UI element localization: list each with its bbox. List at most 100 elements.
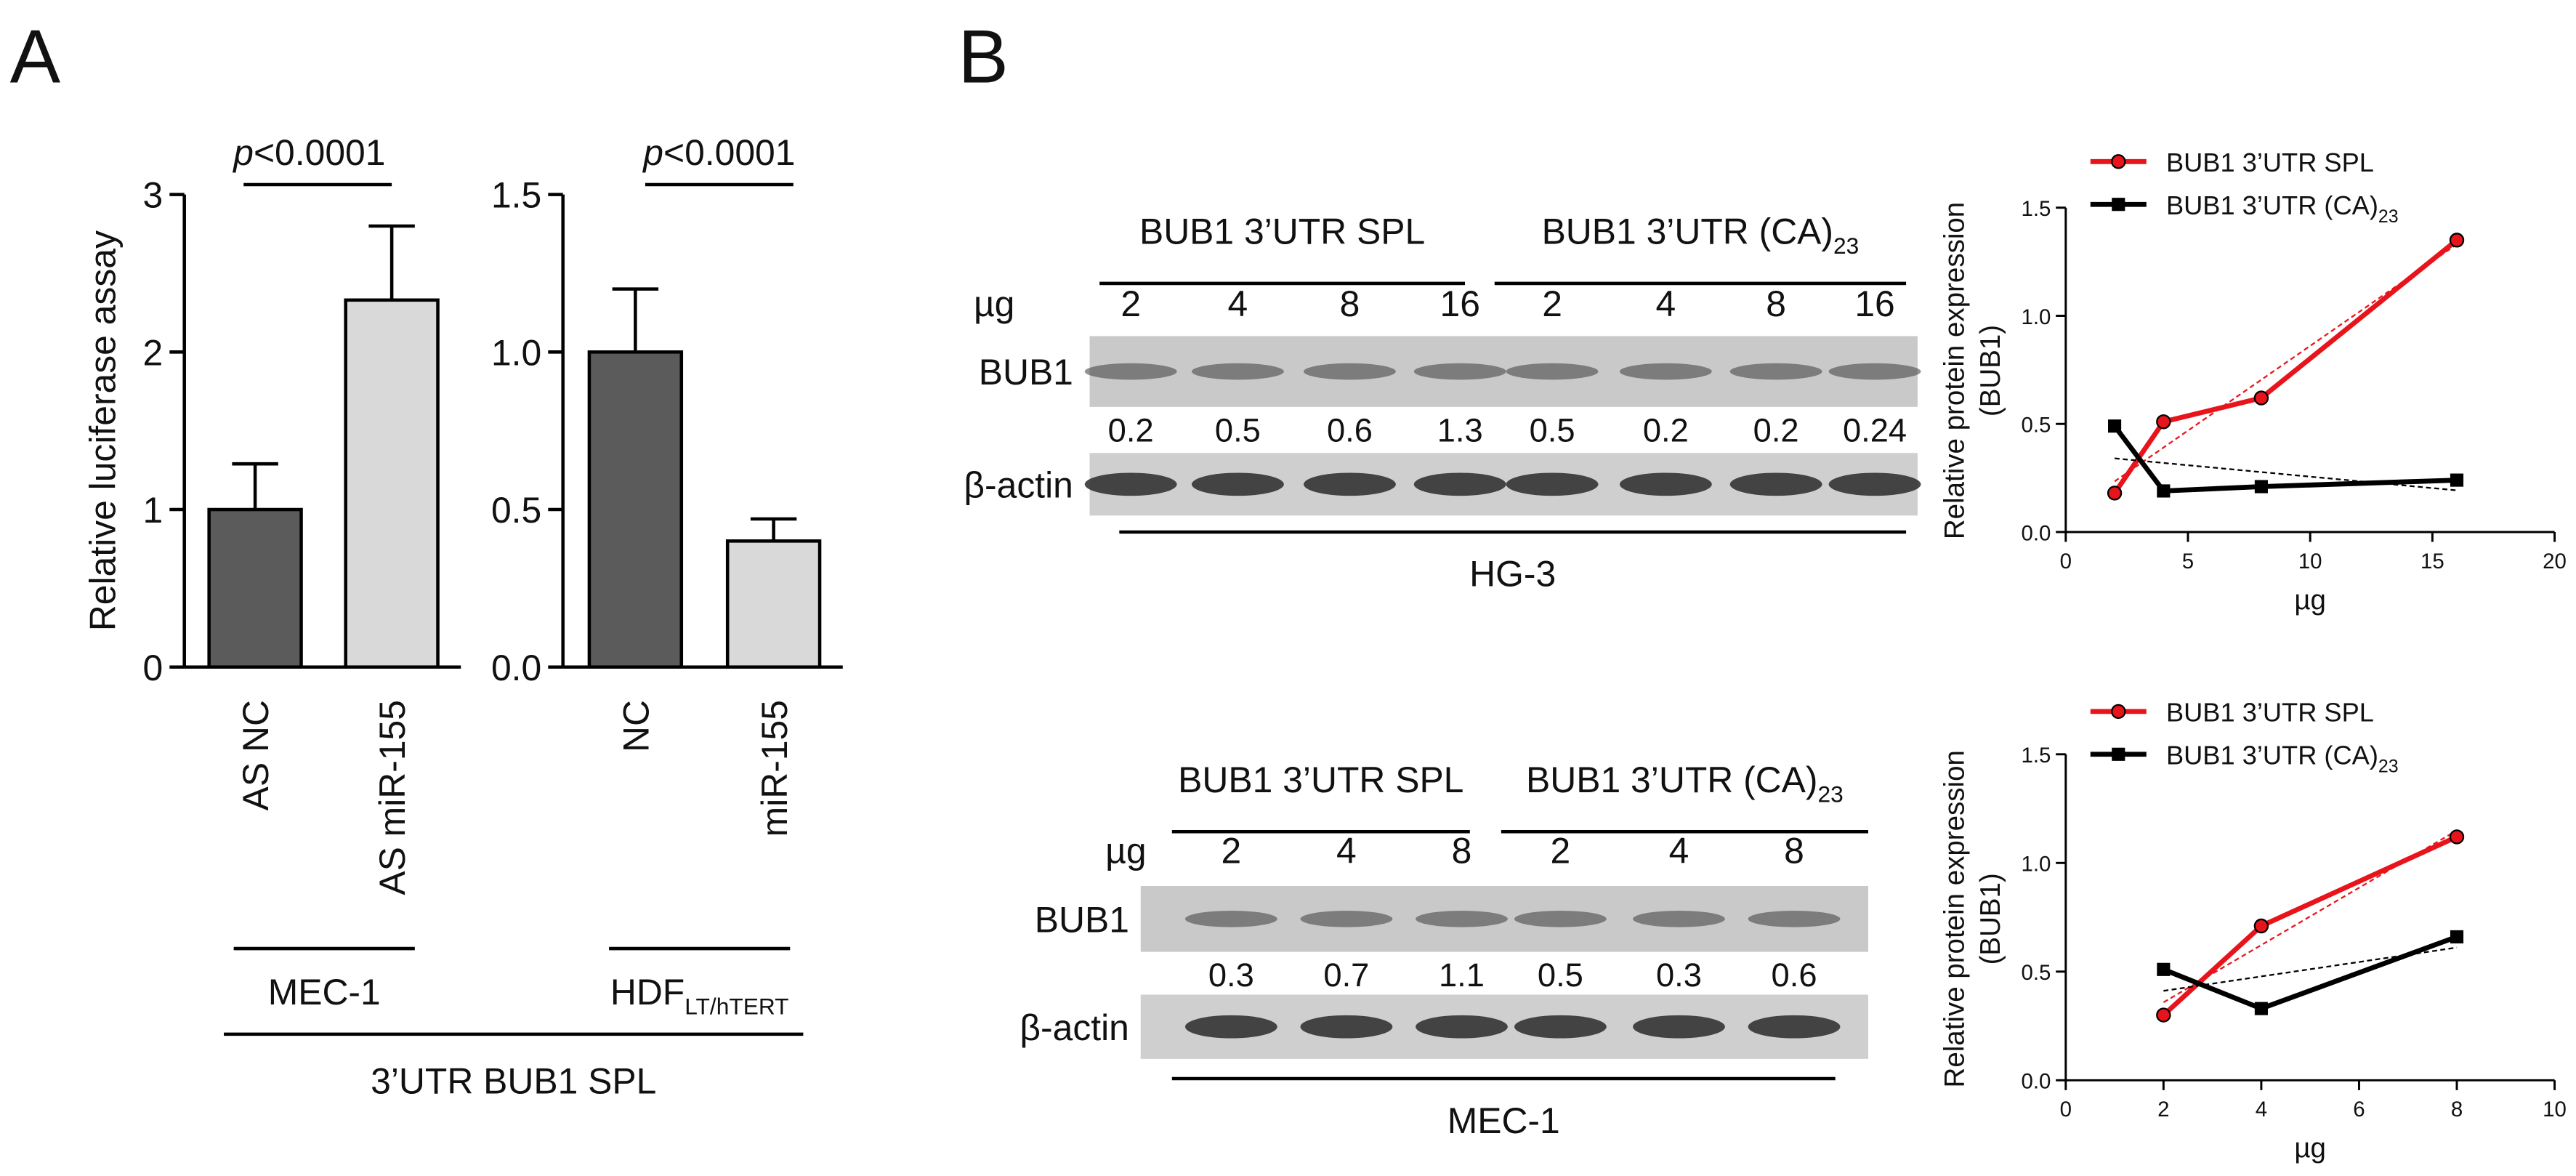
y-tick-label: 0.5 bbox=[2021, 414, 2051, 438]
bar bbox=[725, 539, 822, 669]
row-label: β-actin bbox=[1020, 1007, 1129, 1048]
x-tick-label: 6 bbox=[2353, 1098, 2365, 1121]
y-tick-label: 0.0 bbox=[2021, 521, 2051, 545]
y-tick-label: 2 bbox=[143, 332, 163, 373]
dose-label: 16 bbox=[1440, 283, 1479, 324]
band bbox=[1413, 363, 1506, 380]
band bbox=[1729, 363, 1822, 380]
cell-line-label: MEC-1 bbox=[1448, 1100, 1560, 1141]
quantification: 0.2 bbox=[1108, 411, 1154, 448]
p-symbol: p bbox=[642, 132, 663, 173]
footer-label: 3’UTR BUB1 SPL bbox=[371, 1060, 656, 1101]
quantification: 0.6 bbox=[1772, 956, 1817, 994]
band bbox=[1416, 910, 1508, 927]
band bbox=[1084, 363, 1177, 380]
marker bbox=[2449, 233, 2465, 248]
group-label: MEC-1 bbox=[268, 972, 381, 1012]
row-label: BUB1 bbox=[979, 352, 1073, 392]
group-label: HDFLT/hTERT bbox=[610, 972, 789, 1020]
dose-label: 4 bbox=[1336, 830, 1357, 871]
legend-name: BUB1 3’UTR (CA) bbox=[2166, 740, 2378, 770]
marker bbox=[2112, 747, 2125, 761]
y-tick-label: 1.5 bbox=[2021, 197, 2051, 221]
group-name: HDF bbox=[610, 972, 685, 1012]
panel-label: A bbox=[10, 15, 61, 100]
dose-label: 2 bbox=[1551, 830, 1571, 871]
marker bbox=[2254, 1002, 2268, 1015]
y-axis-label: (BUB1) bbox=[1975, 873, 2006, 964]
unit-label: µg bbox=[1105, 830, 1146, 871]
dose-label: 8 bbox=[1452, 830, 1472, 871]
band bbox=[1633, 910, 1725, 927]
legend-subscript: 23 bbox=[2378, 757, 2399, 777]
row-label: BUB1 bbox=[1035, 899, 1129, 940]
y-tick-label: 1 bbox=[143, 490, 163, 531]
y-tick-label: 1.5 bbox=[491, 175, 541, 216]
p-threshold: <0.0001 bbox=[663, 132, 796, 173]
marker bbox=[2449, 829, 2465, 845]
legend-label: BUB1 3’UTR SPL bbox=[2166, 697, 2374, 727]
y-tick-label: 0 bbox=[143, 648, 163, 688]
marker bbox=[2157, 962, 2171, 976]
y-axis-label: Relative protein expression bbox=[1939, 202, 1970, 539]
marker bbox=[2253, 390, 2269, 406]
legend-subscript: 23 bbox=[2378, 206, 2399, 227]
x-tick-label: 0 bbox=[2060, 549, 2072, 573]
bar bbox=[587, 350, 684, 669]
marker bbox=[2450, 473, 2464, 487]
group-subscript: LT/hTERT bbox=[685, 994, 788, 1020]
p-threshold: <0.0001 bbox=[254, 132, 386, 173]
y-axis-label: Relative protein expression bbox=[1939, 750, 1970, 1087]
legend-name: BUB1 3’UTR SPL bbox=[2166, 697, 2374, 727]
marker bbox=[2111, 704, 2126, 720]
group-label: BUB1 3’UTR (CA)23 bbox=[1542, 212, 1860, 259]
band bbox=[1633, 1015, 1725, 1039]
legend-name: BUB1 3’UTR (CA) bbox=[2166, 190, 2378, 220]
bar bbox=[344, 298, 440, 669]
group-label: BUB1 3’UTR (CA)23 bbox=[1526, 760, 1844, 808]
group-label: BUB1 3’UTR SPL bbox=[1139, 212, 1425, 252]
band bbox=[1748, 1015, 1841, 1039]
series-line bbox=[2112, 424, 2458, 494]
group-name: BUB1 3’UTR SPL bbox=[1139, 212, 1425, 252]
band bbox=[1729, 472, 1822, 496]
x-tick-label: 20 bbox=[2543, 549, 2567, 573]
group-name: BUB1 3’UTR SPL bbox=[1178, 760, 1463, 800]
y-axis-label: (BUB1) bbox=[1975, 325, 2006, 416]
dose-label: 2 bbox=[1221, 830, 1241, 871]
dose-label: 4 bbox=[1228, 283, 1248, 324]
y-tick-label: 3 bbox=[143, 175, 163, 216]
legend-label: BUB1 3’UTR (CA)23 bbox=[2166, 740, 2399, 776]
x-tick-label: 4 bbox=[2256, 1098, 2267, 1121]
band bbox=[1514, 910, 1607, 927]
band bbox=[1748, 910, 1841, 927]
quantification: 0.5 bbox=[1538, 956, 1583, 994]
quantification: 0.24 bbox=[1843, 411, 1907, 448]
dose-label: 16 bbox=[1854, 283, 1894, 324]
band bbox=[1300, 1015, 1393, 1039]
group-label: BUB1 3’UTR SPL bbox=[1178, 760, 1463, 800]
band bbox=[1300, 910, 1393, 927]
dose-label: 8 bbox=[1784, 830, 1804, 871]
group-name: BUB1 3’UTR (CA) bbox=[1526, 760, 1817, 800]
p-value: p<0.0001 bbox=[642, 132, 795, 173]
band bbox=[1084, 472, 1177, 496]
series-line bbox=[2112, 238, 2459, 495]
x-tick-label: 2 bbox=[2157, 1098, 2169, 1121]
quantification: 0.3 bbox=[1208, 956, 1254, 994]
dose-label: 8 bbox=[1340, 283, 1360, 324]
y-tick-label: 1.0 bbox=[2021, 305, 2051, 329]
group-subscript: 23 bbox=[1833, 233, 1859, 259]
marker bbox=[2156, 414, 2171, 430]
cell-line-label: HG-3 bbox=[1469, 554, 1556, 595]
x-tick-label: AS NC bbox=[235, 700, 276, 810]
x-tick-label: 10 bbox=[2543, 1098, 2567, 1121]
group-name: MEC-1 bbox=[268, 972, 381, 1012]
group-subscript: 23 bbox=[1818, 781, 1844, 807]
marker bbox=[2108, 419, 2122, 433]
p-symbol: p bbox=[232, 132, 254, 173]
marker bbox=[2112, 198, 2125, 212]
quantification: 0.2 bbox=[1643, 411, 1689, 448]
marker bbox=[2450, 930, 2464, 944]
dose-label: 4 bbox=[1655, 283, 1676, 324]
